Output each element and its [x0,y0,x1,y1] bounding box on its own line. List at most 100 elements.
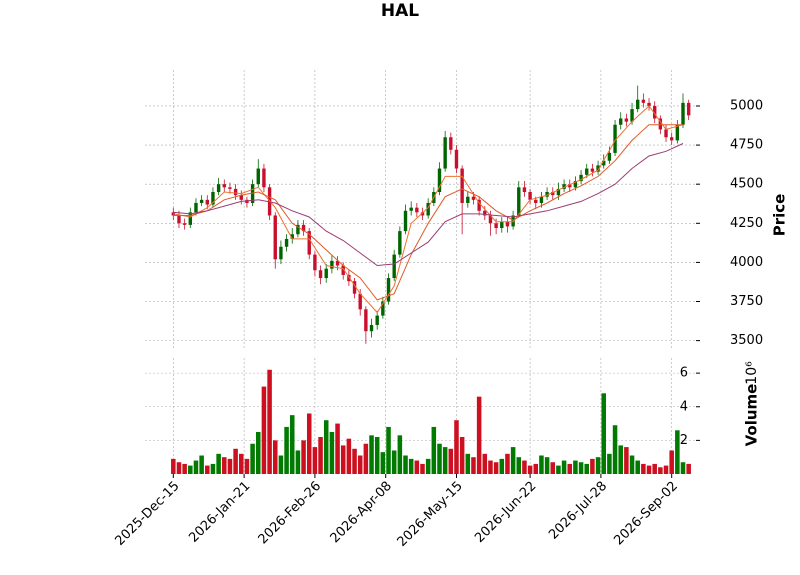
volume-bar [675,430,680,474]
volume-bar [629,455,635,474]
candle-body [573,181,578,188]
volume-bar [459,437,465,474]
volume-bar [516,457,522,474]
candle-body [415,207,419,213]
volume-bar [318,437,323,474]
volume-bar [658,467,663,474]
moving-average [173,143,684,267]
volume-bar [193,460,199,474]
candle-body [613,124,617,153]
volume-bar [567,463,573,474]
candle-body [341,265,345,275]
volume-bar [420,463,425,474]
candle-body [358,293,362,310]
volume-bar [618,445,623,474]
moving-average [173,124,683,301]
candle-body [182,223,187,225]
candle-body [505,221,510,227]
volume-bar [233,448,238,474]
volume-bar [510,447,516,474]
volume-bar [612,425,618,474]
candle-body [250,184,255,203]
volume-bar [465,453,471,474]
candle-body [658,118,663,130]
candle-body [381,301,385,316]
y-tick-label: 4500 [730,177,763,192]
candle-body [369,324,374,332]
candle-body [177,215,181,224]
candle-body [477,199,481,211]
candle-body [636,99,640,110]
candle-body [681,102,685,125]
volume-bar [601,393,606,474]
candle-body [290,234,294,239]
y-axis-label: Price [771,194,789,237]
volume-bar [578,462,584,474]
x-tick-label: 2026-Sep-02 [611,479,681,549]
candle-body [211,192,215,205]
volume-axis-label: Volume [743,384,761,447]
volume-bar [635,460,640,474]
volume-bar [210,463,216,474]
volume-bar [437,443,442,474]
volume-bar [595,457,601,474]
volume-bar [590,458,595,474]
volume-bar [652,463,657,474]
volume-bar [448,448,454,474]
volume-bar [607,453,612,474]
volume-bar [352,448,357,474]
candle-body [488,215,493,224]
volume-bar [641,463,646,474]
candle-body [386,278,391,302]
volume-bar [550,462,556,474]
candle-body [233,188,238,196]
volume-bar [199,455,204,474]
candle-body [216,184,221,193]
volume-bar [176,462,182,474]
volume-tick-label: 6 [680,366,688,381]
candle-body [449,137,453,150]
volume-bar [431,426,437,474]
candle-body [330,260,334,269]
volume-bar [335,423,340,474]
chart-title: HAL [381,1,419,21]
candle-body [528,192,532,200]
volume-bar [312,447,318,474]
candle-body [199,199,204,203]
x-tick-label: 2026-Jun-22 [472,479,539,546]
volume-bar [686,463,691,474]
candle-body [256,168,260,185]
volume-offset: 10⁶ [744,361,760,385]
candle-body [534,199,538,203]
x-tick-label: 2026-Jul-28 [546,479,610,543]
candle-body [273,215,277,260]
volume-bar [363,443,369,474]
volume-bar [669,450,674,474]
volume-bar [272,440,278,474]
x-tick-label: 2026-Feb-26 [256,479,325,548]
candle-body [228,187,232,189]
candle-body [194,202,198,213]
candle-body [352,281,357,294]
candle-body [364,309,368,332]
volume-bar [403,455,408,474]
volume-bar [533,463,539,474]
volume-bar [284,426,289,474]
volume-bar [482,453,488,474]
candle-body [556,188,561,196]
volume-bar [323,420,329,474]
candle-body [483,210,487,216]
volume-bar [680,462,686,474]
candle-body [619,118,623,125]
candle-body [307,231,311,255]
candle-body [279,246,283,260]
candle-body [324,268,328,279]
volume-bar [527,465,533,474]
volume-bar [227,458,233,474]
candle-body [652,105,657,119]
volume-bar [306,413,312,474]
candle-body [607,152,612,161]
volume-bar [454,420,459,474]
volume-bar [499,458,505,474]
